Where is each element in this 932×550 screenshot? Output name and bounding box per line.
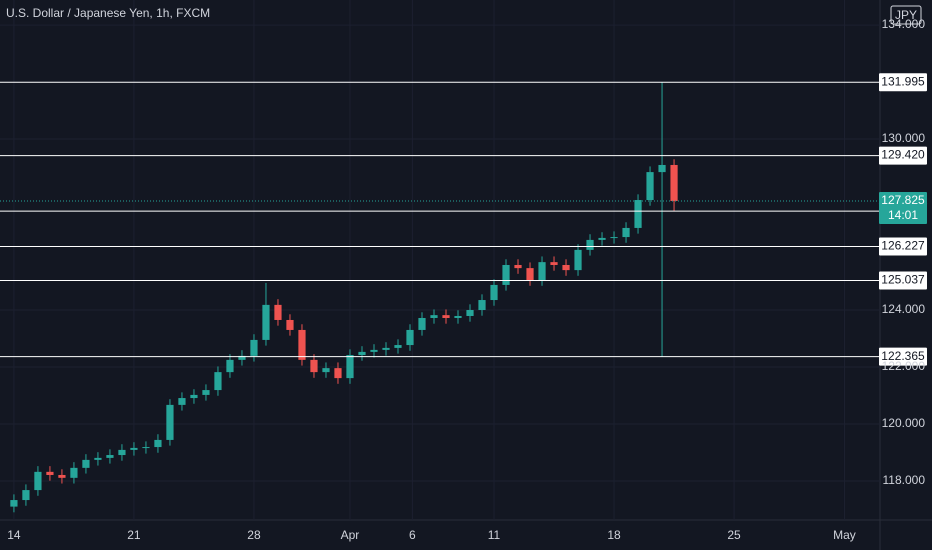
candle-body <box>634 200 642 228</box>
level-label: 122.365 <box>881 349 925 363</box>
candle-body <box>622 227 630 238</box>
candle-body <box>466 310 474 316</box>
candle-body <box>610 237 618 239</box>
candle-body <box>346 355 354 379</box>
candle-body <box>238 355 246 360</box>
level-label-box <box>879 146 927 165</box>
x-tick-label: 14 <box>7 528 21 542</box>
candle-body <box>70 467 78 478</box>
grid <box>0 0 880 520</box>
level-label: 126.227 <box>881 239 925 253</box>
candle-body <box>358 351 366 356</box>
candle-body <box>658 164 666 173</box>
candle-body <box>586 239 594 250</box>
candle-body <box>646 172 654 201</box>
candle-body <box>142 447 150 449</box>
candle-body <box>106 455 114 458</box>
x-tick-label: 25 <box>727 528 741 542</box>
candle-body <box>430 315 438 318</box>
candle-body <box>46 471 54 475</box>
candle-body <box>490 284 498 301</box>
currency[interactable]: JPY <box>895 8 917 22</box>
candle-body <box>382 347 390 350</box>
x-tick-label: 28 <box>247 528 261 542</box>
candles <box>10 82 678 513</box>
chart-title: U.S. Dollar / Japanese Yen, 1h, FXCM <box>6 6 210 20</box>
currency-box[interactable] <box>890 5 922 25</box>
candle-body <box>10 500 18 507</box>
level-label-box <box>879 73 927 92</box>
countdown: 14:01 <box>888 208 918 222</box>
candle-body <box>82 459 90 468</box>
candle-body <box>478 300 486 311</box>
candle-body <box>334 368 342 379</box>
candle-body <box>58 474 66 478</box>
x-tick-label: 21 <box>127 528 141 542</box>
candle-body <box>526 268 534 281</box>
candle-body <box>322 368 330 373</box>
candle-body <box>118 449 126 456</box>
candle-body <box>286 319 294 330</box>
candle-body <box>406 329 414 346</box>
candle-body <box>154 439 162 448</box>
candle-body <box>598 237 606 240</box>
candle-body <box>442 315 450 318</box>
y-tick-label: 122.000 <box>882 359 926 373</box>
candle-body <box>670 164 678 202</box>
candle-body <box>262 304 270 340</box>
x-tick-label: Apr <box>341 528 360 542</box>
candle-body <box>226 359 234 373</box>
candle-body <box>274 304 282 320</box>
x-tick-label: 6 <box>409 528 416 542</box>
candle-body <box>454 315 462 318</box>
candle-body <box>130 447 138 450</box>
x-tick-label: 11 <box>488 528 501 542</box>
candle-body <box>310 359 318 373</box>
candle-body <box>550 262 558 265</box>
x-tick-label: 18 <box>607 528 621 542</box>
level-label-box <box>879 271 927 290</box>
y-tick-label: 134.000 <box>882 17 926 31</box>
candle-body <box>214 372 222 391</box>
candle-body <box>370 349 378 352</box>
candle-body <box>562 264 570 271</box>
level-label: 129.420 <box>881 148 925 162</box>
candle-body <box>22 490 30 501</box>
candle-body <box>574 249 582 271</box>
candle-body <box>418 317 426 330</box>
y-tick-label: 130.000 <box>882 131 926 145</box>
y-tick-label: 124.000 <box>882 302 926 316</box>
candle-body <box>250 339 258 356</box>
candle-body <box>394 345 402 348</box>
candle-body <box>298 329 306 360</box>
candle-body <box>202 390 210 395</box>
level-label-box <box>879 347 927 366</box>
candle-body <box>514 264 522 269</box>
candle-body <box>190 394 198 399</box>
x-tick-label: May <box>833 528 856 542</box>
level-label-box <box>879 237 927 256</box>
level-label: 131.995 <box>881 74 925 88</box>
y-tick-label: 120.000 <box>882 416 926 430</box>
candle-body <box>502 264 510 285</box>
candle-body <box>166 404 174 440</box>
y-tick-label: 118.000 <box>883 473 926 487</box>
last-price-label: 127.825 <box>881 193 925 207</box>
candle-body <box>94 457 102 460</box>
candle-body <box>178 398 186 405</box>
overlays: 131.995129.420127.469126.227125.037122.3… <box>0 73 927 366</box>
last-price-box <box>879 192 927 225</box>
candle-body <box>538 262 546 281</box>
candle-body <box>34 471 42 491</box>
level-label: 125.037 <box>881 273 925 287</box>
